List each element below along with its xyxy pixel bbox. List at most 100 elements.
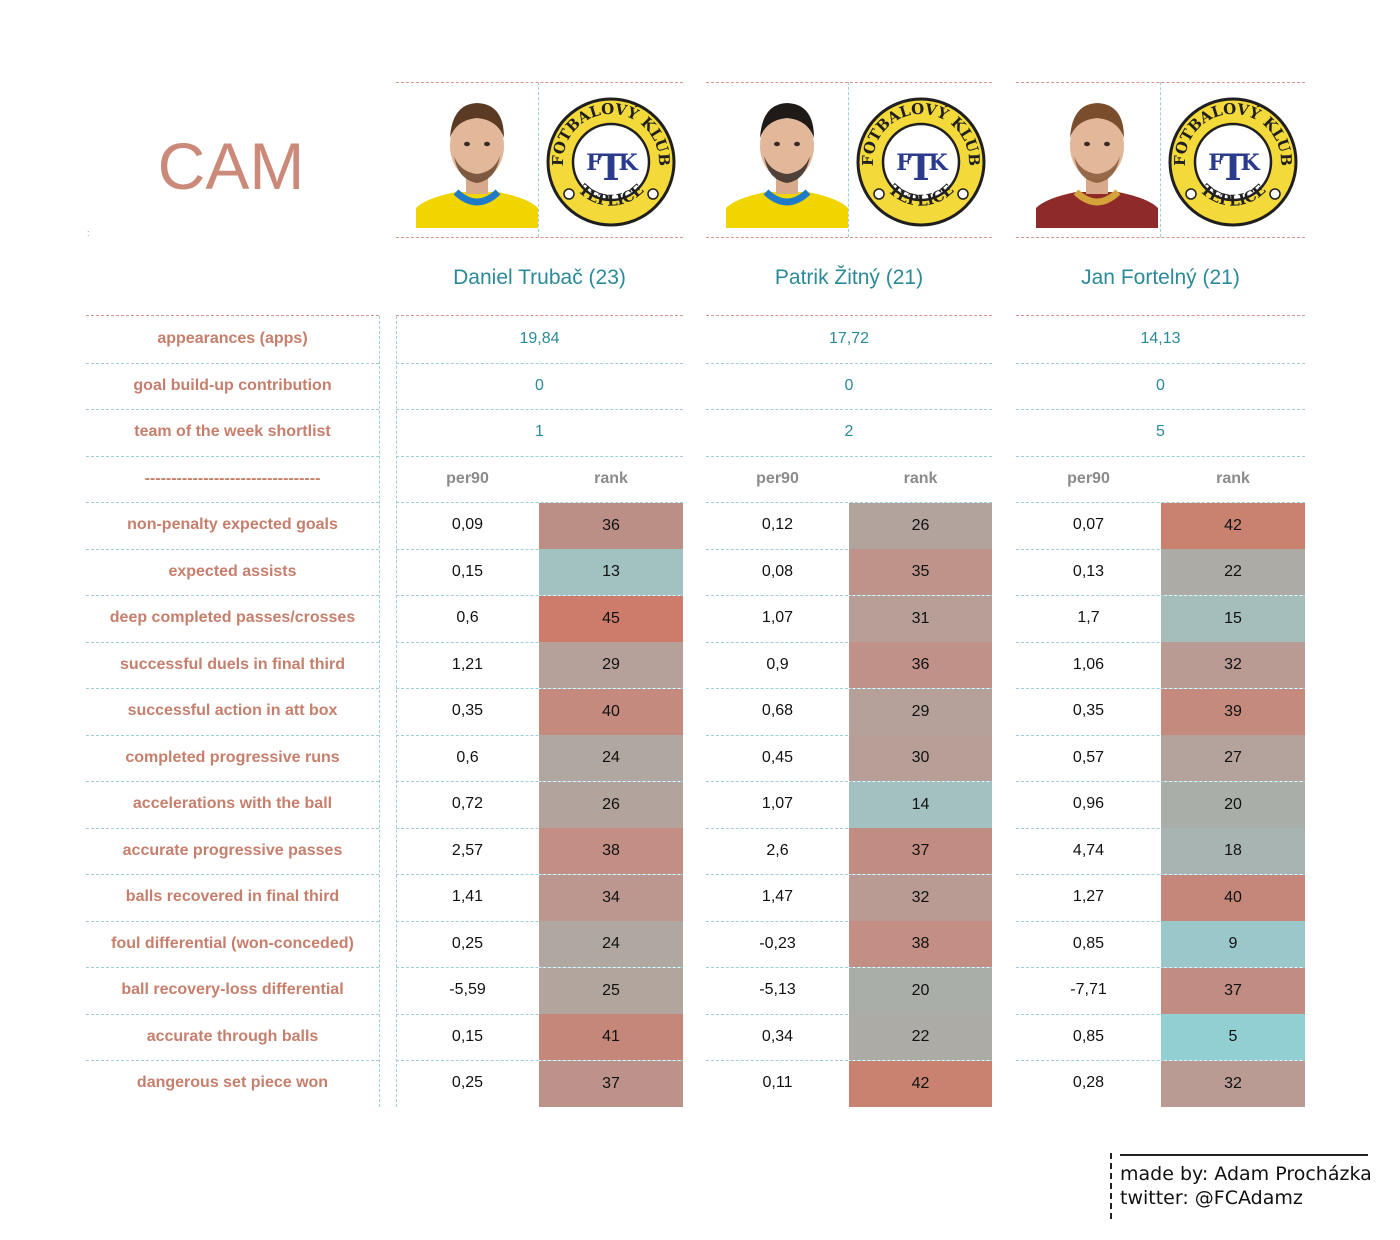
rank-value: 40 [1161, 874, 1305, 921]
summary-value: 14,13 [1140, 330, 1181, 348]
per90-value: 1,07 [761, 795, 794, 813]
credit-block: made by: Adam Procházka twitter: @FCAdam… [1120, 1162, 1372, 1210]
per90-value: 0,96 [1072, 795, 1105, 813]
per90-value: 0,85 [1072, 1027, 1105, 1045]
row-separator [1016, 362, 1305, 364]
per90-value: 0,15 [451, 562, 484, 580]
header-divider [848, 82, 849, 237]
club-logo-1: FOTBALOVÝ KLUB TEPLICE F T K [540, 86, 682, 238]
rank-value: 42 [849, 1060, 992, 1107]
rank-value: 27 [1161, 735, 1305, 781]
rank-value: 32 [849, 874, 992, 921]
per90-value: 0,68 [761, 702, 794, 720]
club-logo-2: FOTBALOVÝ KLUB TEPLICE F T K [850, 86, 992, 238]
rank-value: 22 [849, 1014, 992, 1060]
per90-value: 0,72 [451, 795, 484, 813]
header-bottom-rule [706, 237, 992, 238]
per90-value: 0,15 [451, 1027, 484, 1045]
header-top-rule [706, 82, 992, 83]
row-separator [86, 920, 379, 922]
club-logo-3: FOTBALOVÝ KLUB TEPLICE F T K [1162, 86, 1304, 238]
per90-value: 0,35 [1072, 702, 1105, 720]
player-headshot-icon [416, 103, 538, 228]
rank-value: 37 [849, 828, 992, 874]
per90-value: 0,57 [1072, 748, 1105, 766]
credit-bar [1110, 1153, 1112, 1219]
per90-value: 0,9 [766, 655, 789, 673]
stat-label: expected assists [168, 562, 297, 580]
row-separator [1016, 455, 1305, 457]
table-top-rule [396, 315, 683, 316]
stat-label: accelerations with the ball [132, 795, 333, 813]
per90-value: -0,23 [759, 934, 796, 952]
summary-label: team of the week shortlist [134, 423, 331, 441]
summary-value: 0 [844, 376, 854, 394]
stat-label: deep completed passes/crosses [109, 609, 356, 627]
row-separator [86, 827, 379, 829]
row-separator [86, 641, 379, 643]
row-separator [86, 548, 379, 550]
row-separator [1016, 827, 1305, 829]
credit-twitter: twitter: @FCAdamz [1120, 1187, 1303, 1209]
per90-value: 0,09 [451, 516, 484, 534]
row-separator [86, 781, 379, 782]
rank-value: 37 [539, 1060, 683, 1107]
player-name: Jan Fortelný (21) [1081, 266, 1240, 289]
per90-value: 1,21 [451, 655, 484, 673]
summary-value: 5 [1156, 423, 1165, 441]
divider-label: --------------------------------- [144, 469, 321, 487]
rank-value: 32 [1161, 642, 1305, 688]
player-name: Daniel Trubač (23) [453, 266, 626, 289]
rank-value: 38 [539, 828, 683, 874]
svg-text:K: K [618, 150, 638, 176]
per90-value: 0,34 [761, 1027, 794, 1045]
per90-value: -5,13 [759, 981, 796, 999]
per90-value: 0,45 [761, 748, 794, 766]
player-name: Patrik Žitný (21) [774, 266, 924, 289]
row-separator [86, 1060, 379, 1061]
row-separator [1016, 920, 1305, 922]
rank-value: 13 [539, 549, 683, 595]
header-divider [538, 82, 539, 237]
rank-value: 29 [849, 688, 992, 735]
row-separator [1016, 409, 1305, 410]
summary-label: goal build-up contribution [133, 376, 332, 394]
rank-header: rank [1216, 469, 1250, 487]
rank-value: 34 [539, 874, 683, 921]
rank-value: 9 [1161, 921, 1305, 967]
credit-author: made by: Adam Procházka [1120, 1163, 1372, 1185]
svg-text:K: K [1240, 150, 1260, 176]
stat-label: non-penalty expected goals [127, 516, 338, 534]
stat-label: accurate through balls [146, 1027, 319, 1045]
row-separator [396, 455, 683, 457]
summary-value: 0 [535, 376, 544, 394]
svg-text:T: T [907, 147, 934, 189]
summary-value: 2 [844, 423, 854, 441]
row-separator [86, 409, 379, 410]
per90-value: 1,07 [761, 609, 794, 627]
per90-value: 0,13 [1072, 562, 1105, 580]
svg-text:K: K [928, 150, 948, 176]
per90-value: 1,06 [1072, 655, 1105, 673]
row-separator [1016, 1060, 1305, 1061]
credit-underline [1120, 1154, 1368, 1156]
row-separator [86, 455, 379, 457]
per90-value: 1,47 [761, 888, 794, 906]
summary-value: 17,72 [828, 330, 870, 348]
summary-value: 19,84 [519, 330, 560, 348]
rank-header: rank [903, 469, 938, 487]
table-top-rule [1016, 315, 1305, 316]
row-separator [1016, 641, 1305, 643]
per90-value: 1,41 [451, 888, 484, 906]
per90-value: 2,57 [451, 841, 484, 859]
row-separator [1016, 967, 1305, 968]
per90-value: 0,11 [762, 1074, 793, 1092]
stat-label: foul differential (won-conceded) [111, 934, 354, 952]
per90-value: 2,6 [766, 841, 789, 859]
rank-value: 37 [1161, 967, 1305, 1014]
per90-value: 0,35 [451, 702, 484, 720]
row-separator [396, 409, 683, 410]
player-headshot-icon [726, 103, 848, 228]
row-separator [86, 1013, 379, 1015]
rank-header: rank [594, 469, 628, 487]
